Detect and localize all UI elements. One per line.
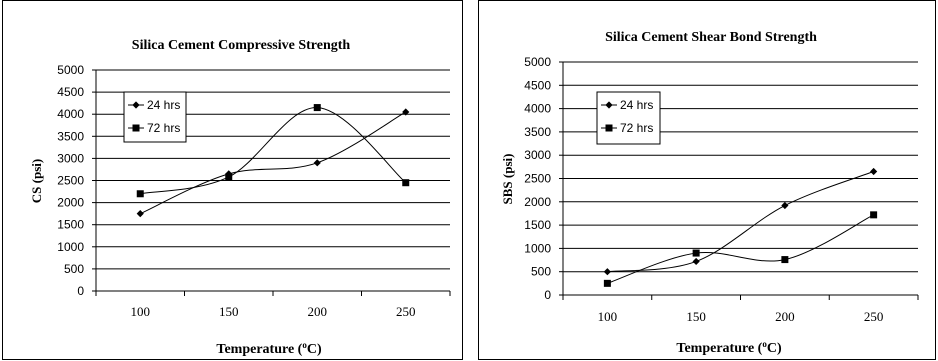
y-tick-label: 1000: [524, 241, 551, 255]
y-tick-label: 1000: [57, 240, 84, 254]
chart-compressive-strength: Silica Cement Compressive Strength 0 500 10…: [29, 38, 451, 357]
x-axis-label: Temperature (oC): [676, 339, 782, 356]
x-axis-label: Temperature (oC): [216, 340, 322, 357]
y-axis-label: CS (psi): [29, 159, 44, 203]
legend-label: 72 hrs: [620, 121, 653, 135]
legend: 24 hrs 72 hrs: [596, 91, 661, 145]
x-tick-label: 250: [864, 309, 884, 324]
y-tick-label: 0: [77, 284, 84, 298]
data-point: [692, 257, 700, 266]
data-point: [313, 104, 321, 112]
series-24-hrs: [603, 167, 878, 276]
y-tick-label: 500: [531, 265, 551, 279]
data-point: [136, 190, 144, 198]
gridlines: [563, 61, 918, 273]
y-tick-label: 2500: [524, 172, 551, 186]
series-line: [607, 171, 874, 273]
x-tick-label: 150: [219, 304, 239, 319]
series-72-hrs: [136, 104, 410, 198]
y-tick-label: 2500: [57, 174, 84, 188]
y-tick-label: 2000: [524, 195, 551, 209]
series-line: [140, 107, 407, 195]
chart-panel-shear-bond-strength: Silica Cement Shear Bond Strength 0 500 100…: [478, 0, 936, 360]
legend-box: [596, 91, 661, 145]
data-point: [225, 173, 233, 181]
y-tick-label: 3500: [524, 125, 551, 139]
y-tick-label: 3500: [57, 129, 84, 143]
chart-shear-bond-strength: Silica Cement Shear Bond Strength 0 500 100…: [500, 30, 919, 356]
data-point: [603, 279, 611, 287]
y-tick-label: 1500: [57, 218, 84, 232]
y-tick-label: 3000: [57, 151, 84, 165]
data-point: [136, 210, 144, 218]
y-tick-label: 5000: [524, 55, 551, 69]
y-axis-label: SBS (psi): [500, 154, 515, 205]
legend-marker: [132, 101, 140, 109]
y-tick-label: 500: [64, 262, 84, 276]
data-point: [870, 211, 878, 219]
x-tick-label: 250: [396, 304, 416, 319]
chart-title: Silica Cement Shear Bond Strength: [605, 30, 817, 45]
legend-marker: [132, 124, 140, 132]
y-tick-label: 3000: [524, 148, 551, 162]
y-tick-label: 4000: [524, 102, 551, 116]
data-point: [870, 167, 878, 176]
x-tick-label: 150: [686, 309, 706, 324]
series-line: [607, 214, 874, 284]
data-point: [781, 256, 789, 264]
chart-panel-compressive-strength: Silica Cement Compressive Strength 0 500 10…: [2, 0, 463, 360]
data-point: [402, 108, 410, 116]
legend-marker: [605, 124, 613, 132]
x-tick-label: 200: [308, 304, 328, 319]
y-tick-label: 1500: [524, 218, 551, 232]
data-point: [313, 159, 321, 167]
data-point: [402, 179, 410, 187]
x-tick-label: 200: [775, 309, 795, 324]
y-tick-label: 0: [544, 288, 551, 302]
chart-title: Silica Cement Compressive Strength: [132, 38, 351, 53]
legend-label: 24 hrs: [147, 98, 180, 112]
y-tick-label: 4500: [524, 78, 551, 92]
legend-marker: [605, 101, 613, 109]
y-tick-label: 4000: [57, 107, 84, 121]
x-tick-label: 100: [131, 304, 151, 319]
y-tick-label: 5000: [57, 63, 84, 77]
x-tick-label: 100: [598, 309, 618, 324]
y-tick-label: 4500: [57, 85, 84, 99]
y-tick-label: 2000: [57, 196, 84, 210]
series-line: [140, 111, 406, 215]
series-72-hrs: [603, 211, 878, 287]
data-point: [781, 201, 789, 210]
legend-label: 24 hrs: [620, 98, 653, 112]
legend-label: 72 hrs: [147, 121, 180, 135]
legend: 24 hrs 72 hrs: [123, 91, 187, 143]
data-point: [603, 268, 611, 276]
data-point: [692, 249, 700, 257]
legend-box: [123, 91, 187, 143]
